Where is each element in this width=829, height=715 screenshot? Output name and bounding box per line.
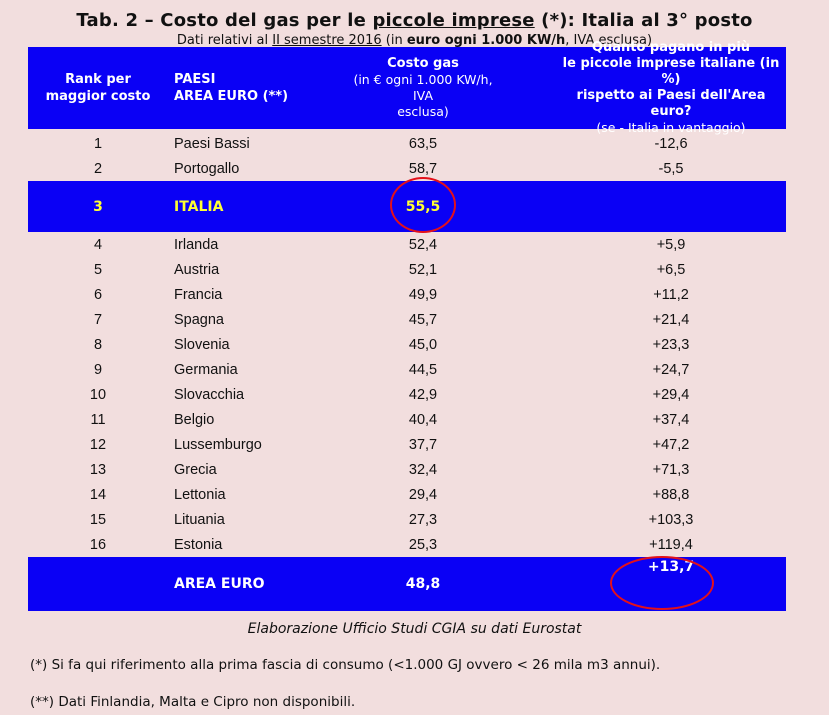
- country-cell: Germania: [174, 361, 238, 378]
- difference-cell: +21,4: [652, 311, 690, 328]
- difference-cell: [558, 181, 784, 232]
- country-cell: Francia: [174, 286, 223, 303]
- table-row: 1 Paesi Bassi 63,5 -12,6: [28, 131, 786, 156]
- table-row-area-euro: AREA EURO 48,8 +13,7: [28, 557, 786, 611]
- table-row: 6 Francia 49,9 +11,2: [28, 282, 786, 307]
- rank-cell: 6: [93, 286, 103, 303]
- difference-cell: +47,2: [652, 436, 690, 453]
- source-note: Elaborazione Ufficio Studi CGIA su dati …: [247, 621, 582, 637]
- difference-cell: -5,5: [658, 160, 684, 177]
- table-header: Rank per maggior costo PAESI AREA EURO (**…: [28, 40, 786, 135]
- cost-cell: 48,8: [405, 576, 441, 592]
- cost-cell: 55,5: [405, 198, 441, 215]
- difference-cell: +119,4: [649, 536, 693, 553]
- rank-cell: 5: [93, 261, 103, 278]
- cost-cell: 58,7: [408, 160, 438, 177]
- difference-cell: +103,3: [648, 511, 694, 528]
- cost-cell: 49,9: [408, 286, 438, 303]
- table-row: 10 Slovacchia 42,9 +29,4: [28, 382, 786, 407]
- table-row: 16 Estonia 25,3 +119,4: [28, 532, 786, 557]
- difference-cell: +6,5: [656, 261, 686, 278]
- country-cell: Austria: [174, 261, 220, 278]
- difference-cell: +5,9: [656, 236, 686, 253]
- rank-cell: 14: [89, 486, 107, 503]
- country-cell: ITALIA: [174, 198, 224, 215]
- cost-cell: 37,7: [408, 436, 438, 453]
- table-row: 12 Lussemburgo 37,7 +47,2: [28, 432, 786, 457]
- footnote-1: (*) Si fa qui riferimento alla prima fas…: [30, 657, 661, 673]
- country-cell: Irlanda: [174, 236, 219, 253]
- cost-cell: 29,4: [408, 486, 438, 503]
- rank-cell: 2: [93, 160, 103, 177]
- rank-cell: 13: [89, 461, 107, 478]
- table-row: 15 Lituania 27,3 +103,3: [28, 507, 786, 532]
- table-row-italia: 3 ITALIA 55,5: [28, 181, 786, 232]
- header-country: PAESI AREA EURO (**): [174, 72, 289, 104]
- country-cell: Lettonia: [174, 486, 226, 503]
- table-row: 13 Grecia 32,4 +71,3: [28, 457, 786, 482]
- rank-cell: 3: [93, 198, 103, 215]
- country-cell: Estonia: [174, 536, 223, 553]
- country-cell: Lituania: [174, 511, 225, 528]
- rank-cell: 10: [89, 386, 107, 403]
- difference-cell: +37,4: [652, 411, 690, 428]
- table-row: 4 Irlanda 52,4 +5,9: [28, 232, 786, 257]
- rank-cell: 11: [90, 411, 106, 428]
- cost-cell: 42,9: [408, 386, 438, 403]
- rank-cell: 7: [93, 311, 103, 328]
- footnote-2: (**) Dati Finlandia, Malta e Cipro non d…: [30, 694, 356, 710]
- gas-cost-table: Rank per maggior costo PAESI AREA EURO (**…: [28, 40, 786, 611]
- table-row: 7 Spagna 45,7 +21,4: [28, 307, 786, 332]
- table-subtitle: Dati relativi al II semestre 2016 (in eu…: [176, 33, 653, 48]
- cost-cell: 45,0: [408, 336, 438, 353]
- cost-cell: 40,4: [408, 411, 438, 428]
- rank-cell: 9: [93, 361, 103, 378]
- table-row: 8 Slovenia 45,0 +23,3: [28, 332, 786, 357]
- country-cell: Paesi Bassi: [174, 135, 250, 152]
- difference-cell: +11,2: [653, 286, 689, 303]
- rank-cell: 4: [93, 236, 103, 253]
- rank-cell: 8: [93, 336, 103, 353]
- cost-cell: 52,1: [408, 261, 438, 278]
- table-row: 2 Portogallo 58,7 -5,5: [28, 156, 786, 181]
- country-cell: AREA EURO: [174, 576, 265, 592]
- rank-cell: 12: [89, 436, 107, 453]
- table-row: 9 Germania 44,5 +24,7: [28, 357, 786, 382]
- cost-cell: 44,5: [408, 361, 438, 378]
- cost-cell: 25,3: [408, 536, 438, 553]
- rank-cell: 15: [89, 511, 107, 528]
- cost-cell: 45,7: [408, 311, 438, 328]
- difference-cell: +88,8: [652, 486, 690, 503]
- cost-cell: 52,4: [408, 236, 438, 253]
- country-cell: Slovenia: [174, 336, 230, 353]
- country-cell: Belgio: [174, 411, 215, 428]
- country-cell: Slovacchia: [174, 386, 245, 403]
- header-rank: Rank per maggior costo: [45, 72, 151, 104]
- difference-cell: +71,3: [652, 461, 690, 478]
- table-row: 11 Belgio 40,4 +37,4: [28, 407, 786, 432]
- table-row: 5 Austria 52,1 +6,5: [28, 257, 786, 282]
- cost-cell: 63,5: [408, 135, 438, 152]
- difference-cell: +13,7: [647, 559, 695, 575]
- table-row: 14 Lettonia 29,4 +88,8: [28, 482, 786, 507]
- country-cell: Lussemburgo: [174, 436, 262, 453]
- difference-cell: +29,4: [652, 386, 690, 403]
- difference-cell: +24,7: [652, 361, 690, 378]
- header-cost: Costo gas (in € ogni 1.000 KW/h, IVA esclu…: [353, 56, 493, 119]
- rank-cell: 16: [89, 536, 107, 553]
- country-cell: Spagna: [174, 311, 224, 328]
- table-title: Tab. 2 – Costo del gas per le piccole im…: [76, 10, 753, 31]
- cost-cell: 27,3: [408, 511, 438, 528]
- difference-cell: +23,3: [652, 336, 690, 353]
- cost-cell: 32,4: [408, 461, 438, 478]
- header-difference: Quanto pagano in più le piccole imprese i…: [562, 40, 780, 135]
- difference-cell: -12,6: [654, 135, 688, 152]
- rank-cell: 1: [93, 135, 103, 152]
- country-cell: Grecia: [174, 461, 217, 478]
- country-cell: Portogallo: [174, 160, 240, 177]
